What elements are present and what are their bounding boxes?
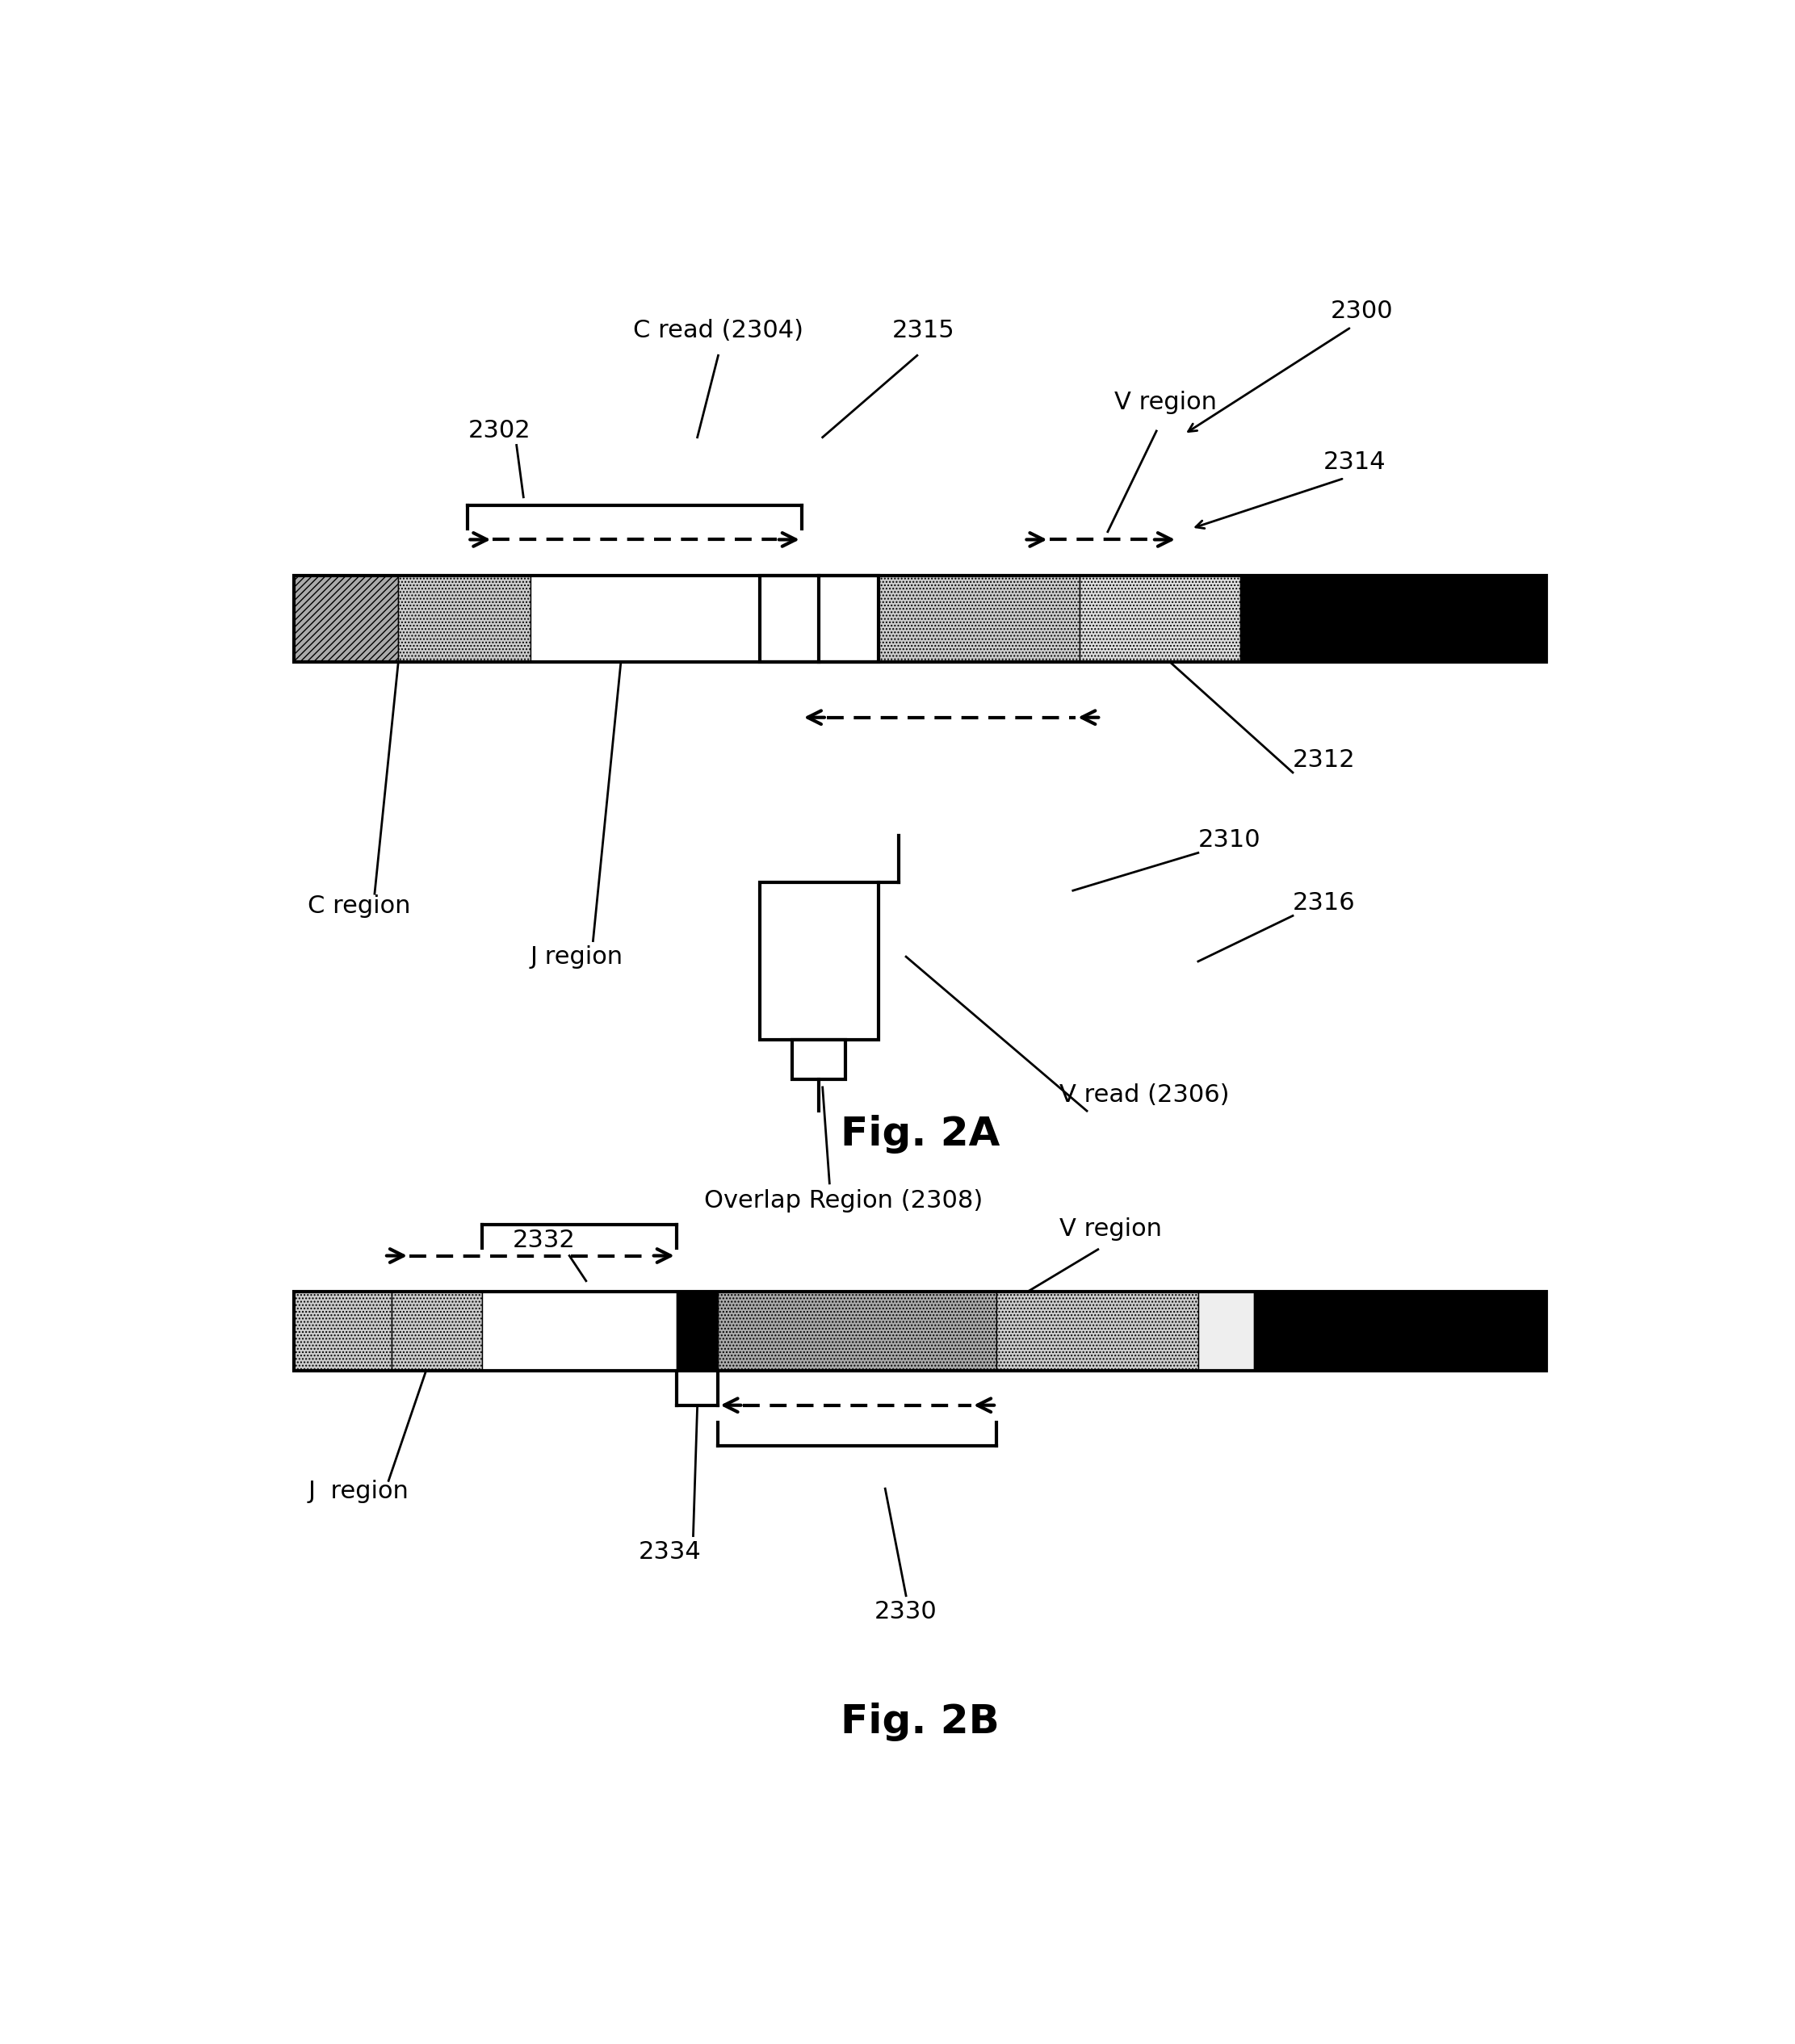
Text: 2300: 2300 [1330,300,1393,323]
Text: 2310: 2310 [1199,828,1260,852]
Bar [294,576,398,662]
Text: 2332: 2332 [513,1228,576,1251]
Bar [802,576,878,662]
Bar [531,576,759,662]
Text: V region: V region [1115,390,1217,415]
Text: 2312: 2312 [1292,748,1355,773]
Text: V region: V region [1059,1218,1161,1241]
Bar [294,576,1545,662]
Text: J  region: J region [309,1480,409,1504]
Text: V read (2306): V read (2306) [1059,1083,1230,1108]
Text: 2315: 2315 [892,319,955,341]
Bar [398,576,531,662]
Bar [718,1292,996,1372]
Bar [294,1292,391,1372]
Bar [792,1040,845,1079]
Text: C region: C region [309,895,411,918]
Text: C read (2304): C read (2304) [634,319,804,341]
Text: Overlap Region (2308): Overlap Region (2308) [704,1190,984,1212]
Text: 2330: 2330 [874,1600,937,1623]
Bar [878,576,1081,662]
Bar [759,576,802,662]
Text: Fig. 2A: Fig. 2A [840,1116,1000,1155]
Bar [759,576,878,662]
Text: J region: J region [531,944,623,969]
Bar [759,883,878,1040]
Text: 2316: 2316 [1292,891,1355,916]
Bar [1081,576,1240,662]
Text: 2334: 2334 [639,1539,700,1564]
Bar [1199,1292,1253,1372]
Bar [996,1292,1199,1372]
Text: Fig. 2B: Fig. 2B [840,1703,1000,1741]
Bar [1253,1292,1545,1372]
Bar [391,1292,481,1372]
Bar [1240,576,1545,662]
Bar [294,1292,1545,1372]
Text: 2302: 2302 [468,419,531,444]
Text: 2314: 2314 [1323,452,1386,474]
Bar [481,1292,677,1372]
Bar [677,1292,718,1372]
